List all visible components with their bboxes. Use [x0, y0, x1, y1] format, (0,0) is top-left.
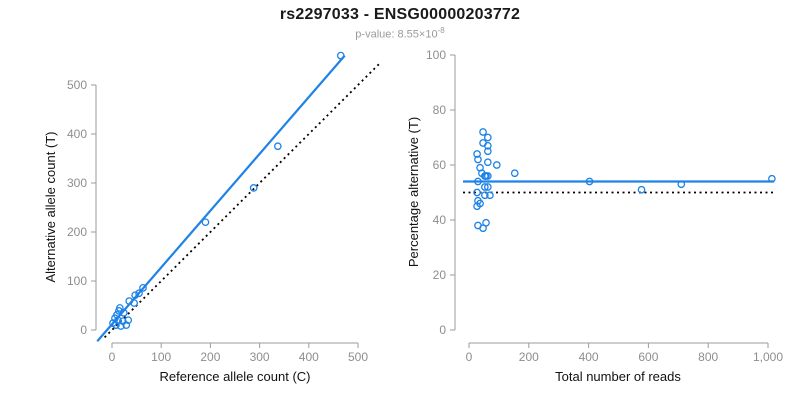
- data-point: [677, 180, 686, 189]
- x-tick-label: 600: [638, 350, 658, 364]
- x-tick-label: 800: [698, 350, 718, 364]
- data-point: [124, 316, 133, 325]
- y-tick-label: 100: [67, 274, 87, 288]
- y-tick-label: 500: [67, 78, 87, 92]
- data-point: [479, 224, 487, 233]
- x-axis-label: Total number of reads: [555, 369, 681, 384]
- data-point: [486, 191, 494, 200]
- y-tick-label: 0: [80, 323, 87, 337]
- data-point: [474, 155, 482, 164]
- data-point: [139, 284, 147, 292]
- identity-line: [103, 62, 381, 338]
- data-point: [585, 177, 594, 186]
- x-tick-label: 100: [151, 350, 171, 364]
- data-point: [483, 158, 492, 167]
- data-point: [135, 289, 143, 298]
- pvalue-text: p-value: 8.55×10: [355, 28, 438, 41]
- data-point: [273, 142, 282, 151]
- page-title: rs2297033 - ENSG00000203772: [279, 6, 521, 23]
- y-tick-label: 60: [433, 158, 447, 172]
- data-point: [119, 308, 128, 317]
- data-point: [114, 316, 122, 325]
- y-tick-label: 300: [67, 176, 87, 190]
- y-tick-label: 100: [426, 48, 446, 62]
- data-point: [480, 191, 489, 200]
- pvalue-exponent: -8: [437, 26, 445, 35]
- data-point: [479, 128, 487, 136]
- data-point: [483, 172, 492, 180]
- data-point: [474, 177, 482, 186]
- data-point: [336, 51, 345, 60]
- data-point: [122, 321, 131, 329]
- x-axis-label: Reference allele count (C): [159, 369, 310, 384]
- right-scatter-plot: 0 200 400 600 800 1,000 0 20 40 60 80 100 Total numb…: [406, 48, 783, 384]
- data-point: [249, 184, 258, 192]
- x-tick-label: 200: [519, 350, 539, 364]
- data-point: [510, 169, 519, 178]
- y-tick-label: 80: [433, 103, 447, 117]
- data-point: [125, 297, 134, 305]
- y-axis-label: Alternative allele count (T): [43, 131, 58, 282]
- data-point: [130, 299, 138, 307]
- x-tick-label: 400: [579, 350, 599, 364]
- pvalue-subtitle: p-value: 8.55×10-8: [0, 26, 800, 41]
- x-tick-label: 500: [348, 350, 368, 364]
- x-tick-label: 300: [250, 350, 270, 364]
- data-point: [116, 304, 124, 312]
- data-point: [483, 183, 492, 191]
- data-point: [492, 161, 501, 169]
- y-tick-label: 40: [433, 213, 447, 227]
- x-tick-label: 200: [200, 350, 220, 364]
- data-point: [483, 147, 492, 156]
- y-tick-label: 20: [433, 268, 447, 282]
- x-tick-label: 1,000: [753, 350, 783, 364]
- data-point: [480, 183, 489, 191]
- y-axis-label: Percentage alternative (T): [406, 117, 421, 267]
- y-tick-label: 200: [67, 225, 87, 239]
- data-point: [473, 202, 481, 211]
- data-point: [637, 185, 646, 194]
- data-point: [768, 174, 776, 183]
- data-point: [113, 310, 121, 319]
- data-point: [201, 218, 210, 227]
- data-point: [473, 188, 481, 197]
- data-point: [117, 322, 125, 330]
- data-point: [483, 141, 492, 150]
- data-point: [473, 150, 481, 158]
- x-tick-label: 0: [466, 350, 473, 364]
- y-tick-label: 0: [439, 323, 446, 337]
- data-point: [483, 133, 492, 142]
- x-tick-label: 400: [299, 350, 319, 364]
- x-tick-label: 0: [109, 350, 116, 364]
- y-tick-label: 400: [67, 127, 87, 141]
- data-point: [131, 291, 139, 300]
- left-scatter-plot: 0 100 200 300 400 500 0 100 200 300 400 500 Referenc…: [43, 51, 381, 384]
- data-point: [112, 321, 120, 329]
